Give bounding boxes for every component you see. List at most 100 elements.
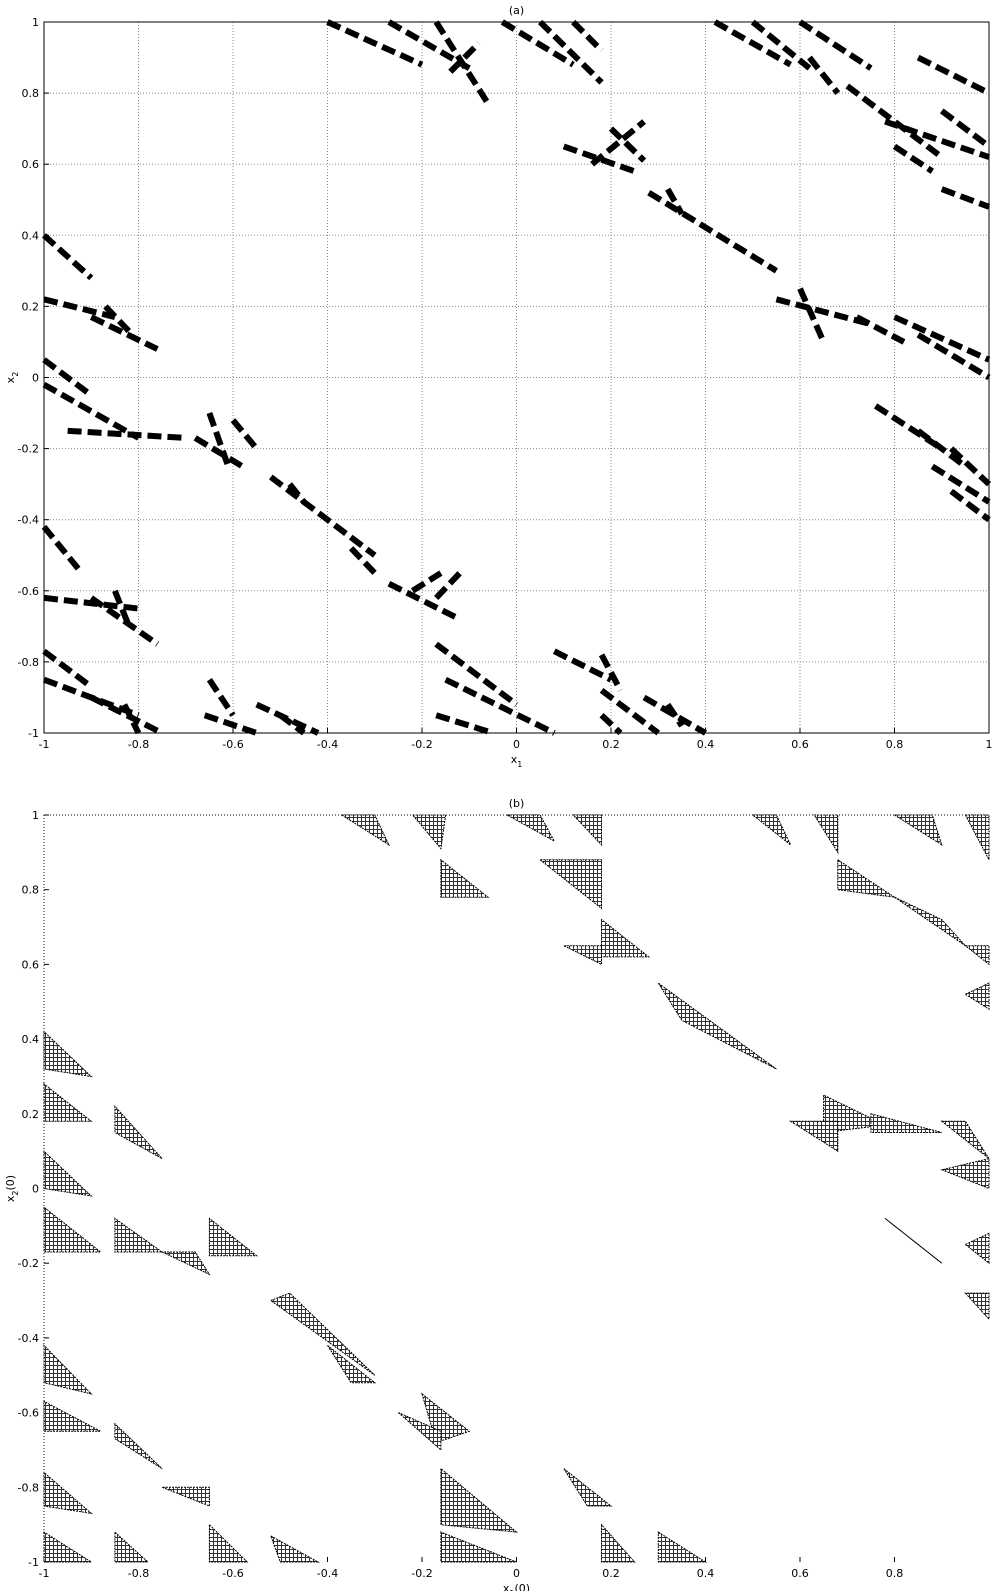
data-segment	[750, 19, 812, 71]
y-tick-label: -0.8	[18, 656, 39, 669]
data-segment	[949, 488, 991, 523]
data-segment	[42, 648, 94, 690]
data-region	[114, 1422, 163, 1470]
y-tick-label: 0.6	[22, 958, 40, 971]
data-region	[208, 1523, 249, 1563]
data-segment	[42, 676, 140, 719]
data-segment	[42, 381, 140, 441]
x-tick-label: 0.8	[886, 1567, 904, 1580]
data-region	[161, 1251, 211, 1276]
x-tick-label: -0.6	[222, 1567, 243, 1580]
data-segment	[434, 641, 519, 707]
data-segment	[387, 581, 462, 622]
x-tick-label: 0.6	[791, 738, 809, 751]
x-axis-label-sub: 1	[517, 760, 522, 769]
data-region	[440, 1467, 519, 1533]
data-region	[884, 1218, 943, 1264]
data-segment	[916, 428, 968, 469]
data-region	[538, 859, 602, 910]
y-axis-label: x2(0)	[4, 1175, 20, 1202]
data-region	[964, 814, 990, 861]
y-tick-label: -0.6	[18, 1407, 39, 1420]
data-segment	[647, 190, 778, 274]
data-segment	[798, 19, 873, 71]
data-region	[43, 1206, 103, 1253]
y-axis-label-main: x	[4, 376, 17, 383]
data-segment	[940, 186, 991, 210]
data-segment	[599, 713, 623, 736]
data-region	[751, 814, 792, 846]
data-segment	[287, 482, 307, 504]
data-region	[837, 858, 895, 898]
y-tick-label: 0.2	[22, 300, 40, 313]
x-tick-label: 0	[513, 738, 520, 751]
data-segment	[855, 314, 906, 345]
y-tick-label: 0.8	[22, 884, 40, 897]
data-region	[339, 814, 391, 847]
x-tick-label: -0.8	[128, 1567, 149, 1580]
data-region	[43, 1531, 94, 1563]
x-tick-label: 0.2	[602, 1567, 620, 1580]
data-region	[440, 1531, 517, 1563]
data-region	[964, 1292, 990, 1321]
data-segment	[206, 678, 236, 717]
data-region	[114, 1104, 163, 1160]
data-segment	[562, 143, 636, 175]
data-region	[43, 1030, 93, 1078]
y-tick-label: 0.8	[22, 87, 40, 100]
x-tick-label: 0.2	[602, 738, 620, 751]
y-tick-label: -1	[28, 727, 39, 740]
x-tick-label: 1	[986, 738, 993, 751]
data-segment	[433, 20, 491, 106]
x-tick-label: 0.4	[697, 1567, 715, 1580]
chart-title: (b)	[509, 797, 525, 810]
data-region	[43, 1400, 101, 1432]
data-segment	[112, 589, 132, 628]
data-region	[963, 945, 990, 966]
data-segment	[930, 463, 991, 505]
data-region	[964, 1232, 990, 1265]
y-tick-label: 0.4	[22, 229, 40, 242]
x-axis-label-main: x	[511, 753, 518, 766]
data-region	[657, 982, 777, 1070]
data-region	[269, 1534, 319, 1563]
data-region	[269, 1292, 376, 1376]
data-region	[411, 814, 447, 850]
data-region	[43, 1471, 93, 1515]
data-segment	[775, 296, 872, 328]
data-segment	[884, 118, 990, 160]
data-segment	[642, 694, 708, 736]
data-segment	[448, 41, 481, 74]
y-tick-label: -0.6	[18, 585, 39, 598]
x-axis-label: x1	[511, 753, 523, 769]
data-region	[940, 1120, 990, 1159]
data-region	[43, 1082, 93, 1122]
data-segment	[326, 19, 424, 68]
data-segment	[42, 357, 94, 398]
data-segment	[41, 233, 94, 281]
data-segment	[598, 653, 624, 692]
x-tick-label: 0.8	[886, 738, 904, 751]
x-axis-label-main: x	[503, 1582, 510, 1591]
data-segment	[433, 570, 462, 600]
data-region	[870, 1113, 942, 1133]
data-region	[601, 1523, 636, 1563]
data-region	[940, 1157, 990, 1190]
data-segment	[939, 108, 991, 149]
y-tick-label: 1	[32, 809, 39, 822]
data-region	[563, 1468, 613, 1507]
data-segment	[873, 403, 944, 452]
y-tick-label: 0	[32, 1183, 39, 1196]
data-region	[894, 896, 966, 947]
data-region	[440, 858, 490, 898]
data-segment	[193, 435, 244, 469]
data-region	[657, 1531, 708, 1563]
panel-a: -1 -0.8 -0.6 -0.4 -0.2 0 0.2 0.4 0.6 0.8 1 -1 -0.8 -0…	[4, 4, 993, 769]
data-region	[327, 1345, 377, 1384]
y-axis-label-main: x	[4, 1195, 17, 1202]
data-segment	[444, 676, 556, 736]
y-axis-label-sub: 2	[11, 1190, 20, 1195]
data-segment	[608, 126, 647, 163]
y-tick-label: -0.4	[18, 1332, 39, 1345]
data-region	[43, 1344, 93, 1395]
